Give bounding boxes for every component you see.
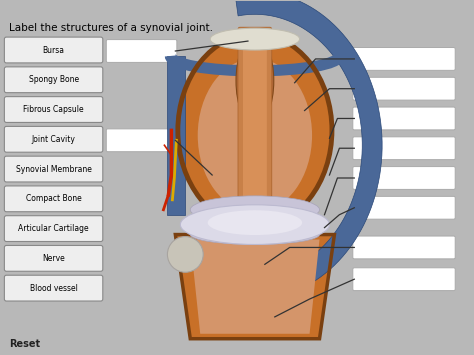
FancyBboxPatch shape xyxy=(4,37,103,63)
Text: Joint Cavity: Joint Cavity xyxy=(32,135,75,144)
FancyBboxPatch shape xyxy=(353,137,455,160)
Text: Blood vessel: Blood vessel xyxy=(30,284,78,293)
FancyBboxPatch shape xyxy=(238,27,272,215)
FancyBboxPatch shape xyxy=(243,28,267,204)
Text: Articular Cartilage: Articular Cartilage xyxy=(18,224,89,233)
FancyBboxPatch shape xyxy=(353,166,455,190)
FancyBboxPatch shape xyxy=(4,67,103,93)
FancyBboxPatch shape xyxy=(106,129,177,152)
FancyBboxPatch shape xyxy=(4,156,103,182)
Ellipse shape xyxy=(190,225,319,245)
Text: Label the structures of a synovial joint.: Label the structures of a synovial joint… xyxy=(9,23,213,33)
Ellipse shape xyxy=(180,205,329,245)
Polygon shape xyxy=(235,0,382,299)
FancyBboxPatch shape xyxy=(353,268,455,291)
FancyBboxPatch shape xyxy=(353,196,455,219)
FancyBboxPatch shape xyxy=(106,40,177,62)
FancyBboxPatch shape xyxy=(353,236,455,259)
FancyBboxPatch shape xyxy=(4,216,103,241)
Ellipse shape xyxy=(241,45,269,116)
Text: Compact Bone: Compact Bone xyxy=(26,194,82,203)
Text: Fibrous Capsule: Fibrous Capsule xyxy=(23,105,84,114)
FancyBboxPatch shape xyxy=(4,245,103,271)
FancyBboxPatch shape xyxy=(353,48,455,70)
Text: Bursa: Bursa xyxy=(43,45,64,55)
Polygon shape xyxy=(167,56,185,215)
Text: Nerve: Nerve xyxy=(42,254,65,263)
FancyBboxPatch shape xyxy=(4,186,103,212)
Ellipse shape xyxy=(208,210,302,235)
Text: Spongy Bone: Spongy Bone xyxy=(28,75,79,84)
Polygon shape xyxy=(175,235,335,339)
FancyBboxPatch shape xyxy=(4,275,103,301)
FancyBboxPatch shape xyxy=(353,107,455,130)
Ellipse shape xyxy=(198,59,312,212)
Polygon shape xyxy=(190,240,319,334)
Ellipse shape xyxy=(178,34,332,227)
FancyBboxPatch shape xyxy=(4,126,103,152)
Text: Reset: Reset xyxy=(9,339,40,349)
Text: Synovial Membrane: Synovial Membrane xyxy=(16,165,91,174)
FancyBboxPatch shape xyxy=(353,77,455,100)
Ellipse shape xyxy=(190,196,319,224)
Ellipse shape xyxy=(236,36,274,125)
Circle shape xyxy=(167,236,203,272)
FancyBboxPatch shape xyxy=(4,97,103,122)
Ellipse shape xyxy=(210,28,300,50)
